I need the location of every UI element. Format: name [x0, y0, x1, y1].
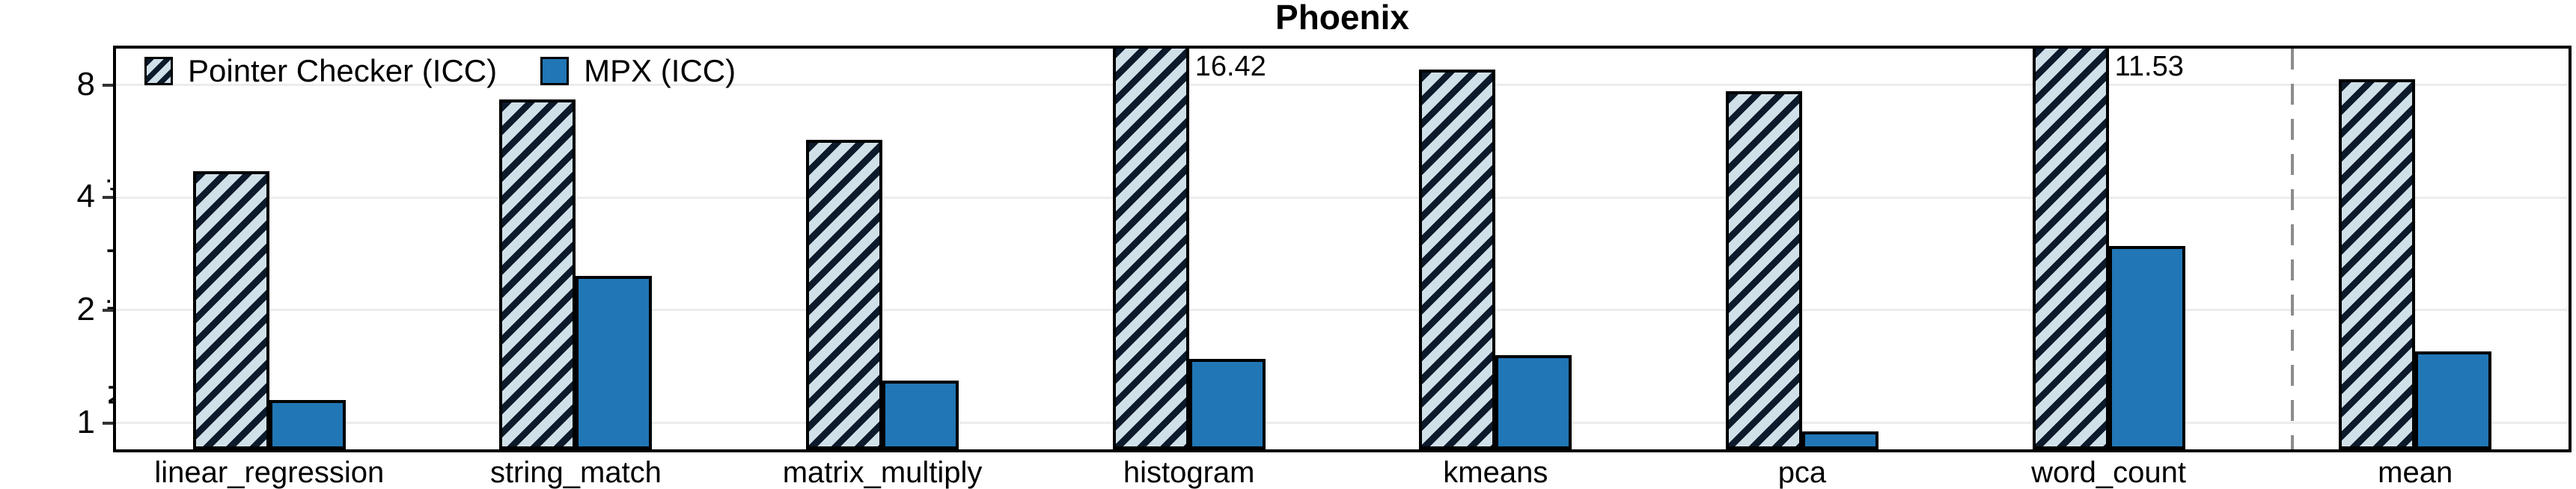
clipped-bar-value-16.42: 16.42 — [1194, 51, 1266, 82]
y-tick-label-8: 8 — [76, 65, 95, 102]
bar-kmeans-pointer-checker — [1419, 69, 1496, 449]
x-tick-label-mean: mean — [2378, 456, 2453, 489]
plot-area: 16.42 11.53 Pointer Checker (ICC) MPX (IC… — [113, 46, 2572, 452]
y-tick-mark-2 — [103, 308, 116, 312]
mean-separator-dashed-line — [2291, 49, 2295, 449]
gridline-1 — [116, 422, 2569, 425]
bar-string_match-mpx — [576, 276, 653, 449]
legend-label-pointer-checker: Pointer Checker (ICC) — [188, 53, 498, 88]
bar-linear_regression-pointer-checker — [192, 171, 269, 449]
mpx-swatch-icon — [540, 57, 570, 85]
gridline-4 — [116, 196, 2569, 199]
bar-mean-pointer-checker — [2339, 79, 2416, 449]
chart-title: Phoenix — [1275, 0, 1409, 37]
bar-string_match-pointer-checker — [499, 99, 576, 449]
bar-word_count-mpx — [2108, 245, 2185, 449]
x-tick-label-string_match: string_match — [489, 456, 662, 489]
y-tick-mark-8 — [103, 83, 116, 87]
bar-histogram-pointer-checker — [1112, 49, 1189, 449]
gridline-2 — [116, 309, 2569, 312]
bar-matrix_multiply-pointer-checker — [806, 140, 883, 449]
bar-pca-pointer-checker — [1725, 90, 1802, 449]
y-tick-label-4: 4 — [76, 178, 95, 215]
x-tick-label-pca: pca — [1777, 456, 1827, 489]
y-tick-mark-1 — [103, 421, 116, 425]
legend-item-mpx: MPX (ICC) — [540, 55, 736, 87]
bar-pca-mpx — [1801, 431, 1878, 449]
legend: Pointer Checker (ICC) MPX (ICC) — [144, 55, 736, 87]
legend-item-pointer-checker: Pointer Checker (ICC) — [144, 55, 497, 87]
bar-word_count-pointer-checker — [2032, 49, 2109, 449]
gridline-8 — [116, 84, 2569, 87]
bar-kmeans-mpx — [1495, 354, 1572, 449]
plot-frame — [113, 46, 2572, 452]
x-tick-label-histogram: histogram — [1123, 456, 1255, 489]
pointer-checker-swatch-icon — [144, 57, 173, 85]
x-tick-label-linear_regression: linear_regression — [154, 456, 385, 489]
x-tick-label-matrix_multiply: matrix_multiply — [782, 456, 983, 489]
clipped-bar-value-11.53: 11.53 — [2114, 51, 2184, 82]
y-tick-label-2: 2 — [76, 290, 95, 327]
legend-label-mpx: MPX (ICC) — [584, 53, 736, 88]
bar-histogram-mpx — [1188, 359, 1266, 449]
x-tick-label-word_count: word_count — [2031, 456, 2186, 489]
y-tick-label-1: 1 — [76, 403, 95, 440]
x-tick-label-kmeans: kmeans — [1443, 456, 1548, 489]
bar-mean-mpx — [2415, 351, 2492, 449]
bar-linear_regression-mpx — [269, 400, 346, 449]
bar-matrix_multiply-mpx — [882, 380, 959, 449]
y-tick-mark-4 — [103, 196, 116, 200]
